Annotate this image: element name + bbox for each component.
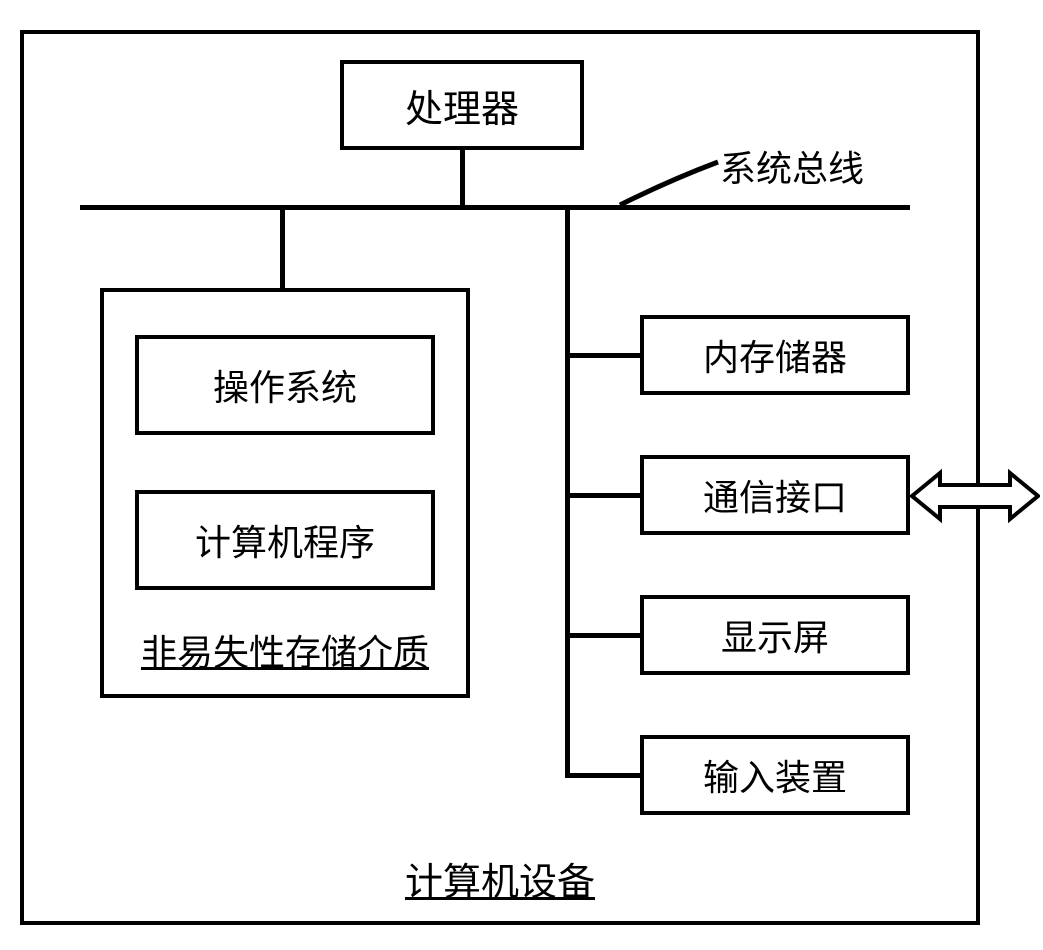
comm-box: 通信接口 [640, 455, 910, 535]
os-label: 操作系统 [213, 359, 357, 411]
display-box: 显示屏 [640, 595, 910, 675]
system-bus-label: 系统总线 [720, 140, 864, 192]
display-label: 显示屏 [721, 609, 829, 661]
processor-label: 处理器 [405, 78, 519, 133]
input-box: 输入装置 [640, 735, 910, 815]
stub-input [565, 773, 640, 778]
bus-line [80, 205, 910, 210]
comm-arrow-icon [910, 467, 1040, 525]
nv-to-bus-line [280, 205, 285, 290]
processor-box: 处理器 [340, 60, 584, 150]
computer-architecture-diagram: 计算机设备 处理器 系统总线 非易失性存储介质 操作系统 计算机程序 内存储器 … [0, 0, 1043, 950]
computer-device-label: 计算机设备 [405, 851, 595, 906]
stub-memory [565, 353, 640, 358]
input-label: 输入装置 [703, 749, 847, 801]
os-box: 操作系统 [135, 335, 435, 435]
program-label: 计算机程序 [195, 514, 375, 566]
comm-label: 通信接口 [703, 469, 847, 521]
program-box: 计算机程序 [135, 490, 435, 590]
stub-display [565, 633, 640, 638]
nv-storage-label: 非易失性存储介质 [141, 624, 429, 676]
processor-to-bus-line [460, 150, 465, 205]
stub-comm [565, 493, 640, 498]
right-vertical-line [565, 205, 570, 777]
memory-box: 内存储器 [640, 315, 910, 395]
memory-label: 内存储器 [703, 329, 847, 381]
